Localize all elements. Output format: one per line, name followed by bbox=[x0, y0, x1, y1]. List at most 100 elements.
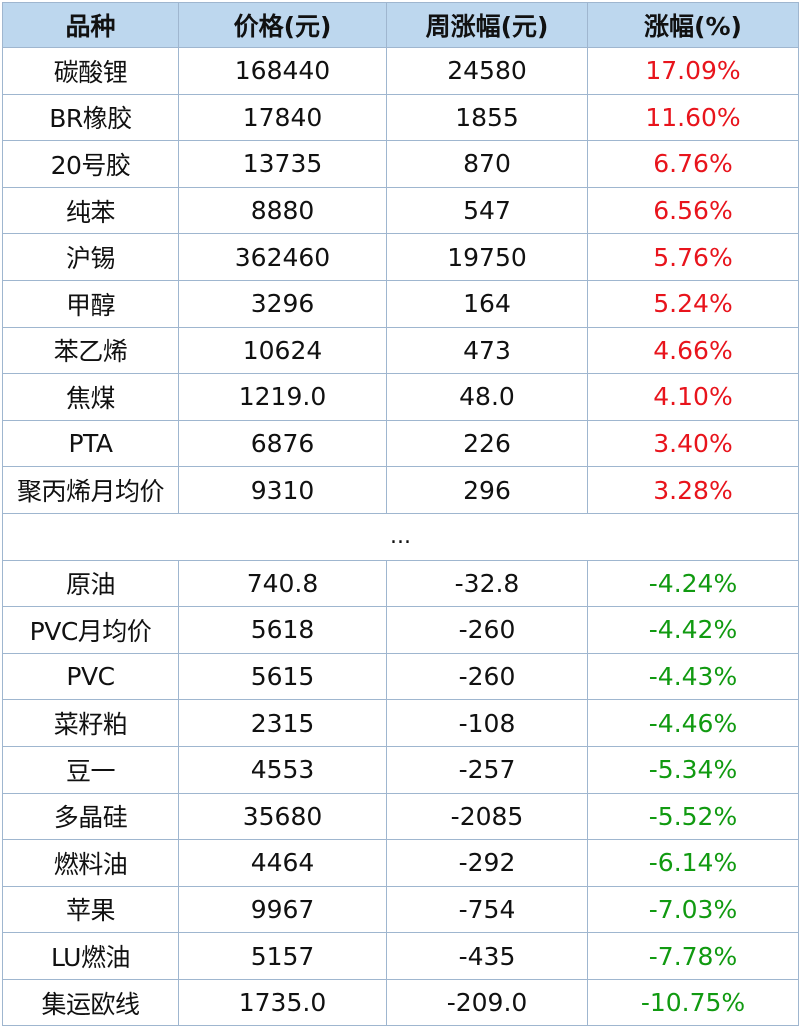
variety-cell: PVC月均价 bbox=[2, 606, 179, 654]
weekly-change-cell: 19750 bbox=[386, 233, 588, 281]
price-cell: 1735.0 bbox=[178, 978, 387, 1027]
variety-cell: 焦煤 bbox=[2, 373, 179, 421]
variety-cell: 苯乙烯 bbox=[2, 326, 179, 375]
weekly-change-cell: -754 bbox=[386, 885, 588, 934]
percent-change-cell: -7.78% bbox=[587, 932, 799, 980]
table-row: 集运欧线 1735.0 -209.0 -10.75% bbox=[2, 978, 799, 1027]
table-row: 苹果 9967 -754 -7.03% bbox=[2, 885, 799, 934]
price-cell: 1219.0 bbox=[178, 373, 387, 421]
table-header: 品种 价格(元) 周涨幅(元) 涨幅(%) bbox=[2, 2, 799, 48]
weekly-change-cell: 870 bbox=[386, 140, 588, 188]
weekly-change-cell: -2085 bbox=[386, 792, 588, 841]
table-row: 原油 740.8 -32.8 -4.24% bbox=[2, 559, 799, 608]
percent-change-cell: -6.14% bbox=[587, 839, 799, 887]
table-row: 菜籽粕 2315 -108 -4.46% bbox=[2, 699, 799, 747]
price-cell: 362460 bbox=[178, 233, 387, 281]
price-cell: 10624 bbox=[178, 326, 387, 375]
weekly-change-cell: -257 bbox=[386, 745, 588, 794]
variety-cell: 碳酸锂 bbox=[2, 47, 179, 95]
variety-cell: 菜籽粕 bbox=[2, 699, 179, 747]
table-row: 20号胶 13735 870 6.76% bbox=[2, 140, 799, 188]
weekly-change-cell: -260 bbox=[386, 652, 588, 701]
header-percent-change: 涨幅(%) bbox=[587, 2, 799, 48]
variety-cell: 聚丙烯月均价 bbox=[2, 466, 179, 514]
table-row: 燃料油 4464 -292 -6.14% bbox=[2, 839, 799, 887]
table-row: PTA 6876 226 3.40% bbox=[2, 419, 799, 468]
weekly-change-cell: -260 bbox=[386, 606, 588, 654]
weekly-change-cell: 24580 bbox=[386, 47, 588, 95]
weekly-change-cell: 48.0 bbox=[386, 373, 588, 421]
header-weekly-change: 周涨幅(元) bbox=[386, 2, 588, 48]
price-cell: 4553 bbox=[178, 745, 387, 794]
weekly-change-cell: -108 bbox=[386, 699, 588, 747]
table-row: 苯乙烯 10624 473 4.66% bbox=[2, 326, 799, 375]
weekly-change-cell: 164 bbox=[386, 279, 588, 328]
variety-cell: 苹果 bbox=[2, 885, 179, 934]
table-body: 碳酸锂 168440 24580 17.09% BR橡胶 17840 1855 11.60% 2… bbox=[2, 47, 799, 1027]
table-row: 碳酸锂 168440 24580 17.09% bbox=[2, 47, 799, 95]
table-row: 多晶硅 35680 -2085 -5.52% bbox=[2, 792, 799, 841]
percent-change-cell: 4.66% bbox=[587, 326, 799, 375]
price-cell: 168440 bbox=[178, 47, 387, 95]
price-cell: 5157 bbox=[178, 932, 387, 980]
percent-change-cell: -7.03% bbox=[587, 885, 799, 934]
variety-cell: PTA bbox=[2, 419, 179, 468]
percent-change-cell: 6.56% bbox=[587, 186, 799, 235]
variety-cell: 20号胶 bbox=[2, 140, 179, 188]
price-cell: 13735 bbox=[178, 140, 387, 188]
percent-change-cell: -4.42% bbox=[587, 606, 799, 654]
percent-change-cell: 6.76% bbox=[587, 140, 799, 188]
table-row: 聚丙烯月均价 9310 296 3.28% bbox=[2, 466, 799, 514]
variety-cell: 多晶硅 bbox=[2, 792, 179, 841]
weekly-change-cell: 1855 bbox=[386, 93, 588, 142]
table-row: 焦煤 1219.0 48.0 4.10% bbox=[2, 373, 799, 421]
percent-change-cell: -5.34% bbox=[587, 745, 799, 794]
variety-cell: 原油 bbox=[2, 559, 179, 608]
percent-change-cell: 4.10% bbox=[587, 373, 799, 421]
price-cell: 3296 bbox=[178, 279, 387, 328]
percent-change-cell: 11.60% bbox=[587, 93, 799, 142]
price-cell: 5618 bbox=[178, 606, 387, 654]
table-row: 沪锡 362460 19750 5.76% bbox=[2, 233, 799, 281]
price-cell: 2315 bbox=[178, 699, 387, 747]
variety-cell: PVC bbox=[2, 652, 179, 701]
weekly-change-cell: 473 bbox=[386, 326, 588, 375]
percent-change-cell: 5.76% bbox=[587, 233, 799, 281]
variety-cell: 燃料油 bbox=[2, 839, 179, 887]
price-cell: 740.8 bbox=[178, 559, 387, 608]
price-cell: 9967 bbox=[178, 885, 387, 934]
variety-cell: 沪锡 bbox=[2, 233, 179, 281]
weekly-change-cell: -209.0 bbox=[386, 978, 588, 1027]
variety-cell: 豆一 bbox=[2, 745, 179, 794]
weekly-change-cell: 547 bbox=[386, 186, 588, 235]
table-row: 纯苯 8880 547 6.56% bbox=[2, 186, 799, 235]
price-cell: 6876 bbox=[178, 419, 387, 468]
variety-cell: LU燃油 bbox=[2, 932, 179, 980]
price-cell: 9310 bbox=[178, 466, 387, 514]
weekly-change-cell: -292 bbox=[386, 839, 588, 887]
price-cell: 17840 bbox=[178, 93, 387, 142]
percent-change-cell: -5.52% bbox=[587, 792, 799, 841]
header-row: 品种 价格(元) 周涨幅(元) 涨幅(%) bbox=[2, 2, 799, 48]
table-row: 甲醇 3296 164 5.24% bbox=[2, 279, 799, 328]
percent-change-cell: -4.24% bbox=[587, 559, 799, 608]
header-variety: 品种 bbox=[2, 2, 179, 48]
table-row: PVC 5615 -260 -4.43% bbox=[2, 652, 799, 701]
ellipsis-separator: ... bbox=[2, 512, 799, 561]
variety-cell: 集运欧线 bbox=[2, 978, 179, 1027]
percent-change-cell: -10.75% bbox=[587, 978, 799, 1027]
table-row: 豆一 4553 -257 -5.34% bbox=[2, 745, 799, 794]
table-row: PVC月均价 5618 -260 -4.42% bbox=[2, 606, 799, 654]
table-row: BR橡胶 17840 1855 11.60% bbox=[2, 93, 799, 142]
price-cell: 35680 bbox=[178, 792, 387, 841]
separator-row: ... bbox=[2, 512, 799, 561]
price-cell: 8880 bbox=[178, 186, 387, 235]
header-price: 价格(元) bbox=[178, 2, 387, 48]
variety-cell: 纯苯 bbox=[2, 186, 179, 235]
percent-change-cell: 3.28% bbox=[587, 466, 799, 514]
weekly-change-cell: -435 bbox=[386, 932, 588, 980]
weekly-change-cell: 296 bbox=[386, 466, 588, 514]
weekly-change-cell: -32.8 bbox=[386, 559, 588, 608]
percent-change-cell: -4.46% bbox=[587, 699, 799, 747]
